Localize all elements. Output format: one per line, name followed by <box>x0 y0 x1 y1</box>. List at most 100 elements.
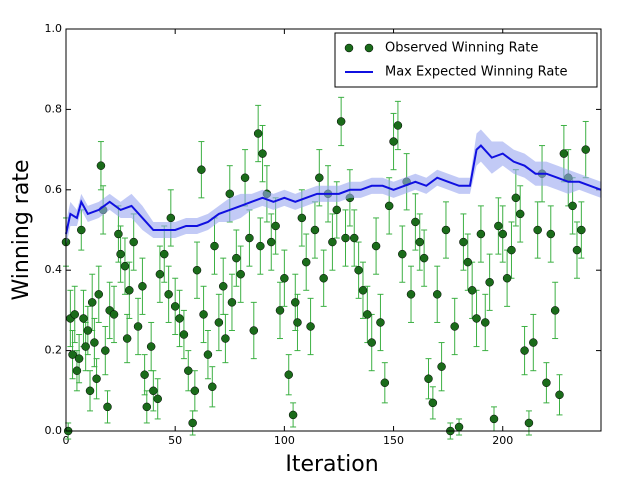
point <box>393 121 403 130</box>
point <box>109 310 119 319</box>
point <box>149 386 158 396</box>
point <box>218 282 228 291</box>
point <box>415 237 425 247</box>
point <box>83 326 93 335</box>
point <box>494 221 503 231</box>
point <box>240 173 250 182</box>
point <box>214 318 224 327</box>
point <box>81 342 90 351</box>
point <box>341 233 350 243</box>
point <box>380 378 390 388</box>
point <box>227 298 237 307</box>
point <box>306 322 315 331</box>
legend-label: Max Expected Winning Rate <box>385 65 568 80</box>
point <box>450 322 459 331</box>
point <box>332 205 342 215</box>
point <box>428 398 438 408</box>
point <box>133 322 143 331</box>
y-tick-label: 0.2 <box>45 344 63 357</box>
point <box>74 354 84 363</box>
point <box>125 286 134 295</box>
point <box>319 273 328 283</box>
point <box>581 145 590 154</box>
point <box>524 418 534 428</box>
y-tick-label: 0.0 <box>45 424 63 437</box>
point <box>179 330 189 339</box>
point <box>160 249 169 259</box>
point <box>138 282 147 291</box>
point <box>291 298 300 307</box>
point <box>284 370 293 379</box>
point <box>203 350 213 359</box>
point <box>92 374 101 383</box>
point <box>153 394 162 404</box>
point <box>232 253 241 263</box>
point <box>256 241 265 251</box>
point <box>542 378 551 388</box>
point <box>170 302 180 311</box>
point <box>467 286 477 295</box>
point <box>208 382 217 392</box>
point <box>192 265 202 275</box>
x-tick-label: 50 <box>168 434 182 447</box>
y-tick-label: 0.6 <box>45 183 63 196</box>
y-tick-label: 0.8 <box>45 102 63 115</box>
point <box>406 290 416 299</box>
point <box>245 233 254 243</box>
point <box>315 173 324 182</box>
point <box>367 338 376 347</box>
point <box>164 290 173 299</box>
point <box>358 286 368 295</box>
point <box>72 366 82 375</box>
point <box>515 209 525 219</box>
point <box>301 257 311 267</box>
point <box>463 257 473 267</box>
point <box>520 346 529 355</box>
point <box>271 221 280 231</box>
point <box>424 374 433 383</box>
point <box>472 314 481 323</box>
point <box>188 418 197 428</box>
point <box>142 402 152 412</box>
point <box>221 334 230 343</box>
point <box>310 225 320 235</box>
point <box>293 318 302 327</box>
point <box>85 386 95 396</box>
point <box>114 229 123 239</box>
point <box>288 410 298 420</box>
point <box>116 249 125 259</box>
point <box>94 290 104 299</box>
y-axis-label: Winning rate <box>9 160 34 301</box>
point <box>175 314 184 323</box>
point <box>349 233 359 243</box>
confidence-band <box>66 129 601 247</box>
point <box>441 225 451 235</box>
x-tick-label: 150 <box>383 434 404 447</box>
legend-box <box>334 32 598 88</box>
x-tick-label: 200 <box>492 434 513 447</box>
point <box>184 366 193 375</box>
y-tick-label: 0.4 <box>45 263 63 276</box>
point <box>572 245 582 255</box>
point <box>90 338 99 347</box>
point <box>476 229 486 239</box>
point <box>577 225 586 235</box>
point <box>550 306 560 315</box>
point <box>502 273 512 283</box>
point <box>376 318 385 327</box>
point <box>411 217 420 227</box>
point <box>363 310 372 319</box>
point <box>419 253 429 263</box>
point <box>68 350 77 359</box>
point <box>166 213 176 223</box>
point <box>280 273 289 283</box>
y-tick-label: 1.0 <box>45 22 63 35</box>
point <box>236 269 245 279</box>
point <box>253 129 263 138</box>
point <box>190 386 200 396</box>
point <box>454 422 464 432</box>
point <box>140 370 149 379</box>
point <box>481 318 490 327</box>
point <box>249 326 259 335</box>
point <box>258 149 267 158</box>
